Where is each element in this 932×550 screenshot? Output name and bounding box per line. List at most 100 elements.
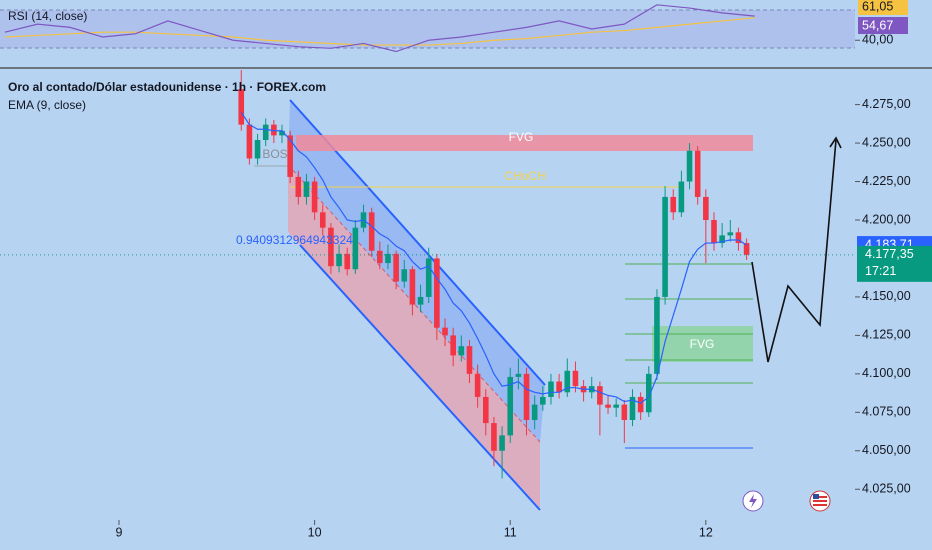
y-tick-label: 4.075,00	[862, 405, 911, 419]
channel-line	[299, 244, 541, 511]
fvg-label: FVG	[509, 130, 534, 144]
candle-body	[654, 296, 660, 374]
y-tick-label: 4.150,00	[862, 289, 911, 303]
candle-body	[572, 370, 579, 387]
candle-body	[743, 243, 750, 255]
rsi-band	[0, 10, 855, 48]
candle-body	[262, 124, 269, 140]
candle-body	[694, 150, 701, 197]
candle-body	[474, 373, 481, 397]
candle-body	[434, 258, 440, 328]
chart-title: Oro al contado/Dólar estadounidense · 1h…	[8, 80, 326, 94]
candle-body	[621, 404, 628, 420]
fvg-zone	[652, 326, 753, 362]
fvg-zone	[296, 135, 753, 151]
candle-body	[409, 269, 416, 305]
candle-body	[303, 181, 310, 197]
bos-label: BOS	[262, 147, 287, 161]
rsi-tick-label: 40,00	[862, 33, 893, 47]
candle-body	[279, 130, 285, 136]
candle-body	[319, 212, 326, 228]
levels	[625, 263, 753, 384]
candle-body	[344, 253, 351, 270]
candle-body	[662, 196, 668, 297]
fib-label: 0.9409312964943324	[236, 233, 353, 247]
candle-body	[629, 396, 636, 420]
rsi-label: 61,05	[862, 0, 893, 13]
candle-body	[670, 196, 677, 213]
last-price-label: 4.177,35	[865, 247, 914, 261]
y-tick-label: 4.275,00	[862, 97, 911, 111]
candle-body	[458, 346, 465, 356]
channel-zone	[288, 100, 545, 442]
y-tick-label: 4.225,00	[862, 174, 911, 188]
candle-body	[311, 181, 318, 213]
y-tick-label: 4.125,00	[862, 328, 911, 342]
short-zone	[288, 165, 540, 508]
projection	[751, 139, 837, 363]
candle-body	[548, 381, 554, 397]
x-tick-label: 11	[504, 525, 517, 539]
candle-body	[377, 250, 383, 264]
candle-body	[499, 435, 505, 451]
candle-body	[515, 373, 522, 377]
candle-body	[336, 253, 342, 267]
candle-body	[711, 220, 717, 244]
candle-body	[686, 150, 693, 182]
x-tick-label: 12	[699, 525, 713, 539]
candle-body	[368, 212, 375, 251]
candle-body	[393, 253, 399, 282]
countdown: 17:21	[865, 264, 896, 278]
candle-body	[442, 327, 448, 336]
x-tick-label: 10	[308, 525, 322, 539]
rsi-label: 54,67	[862, 18, 893, 32]
candle-body	[523, 373, 530, 420]
rsi-ma-line	[4, 17, 755, 46]
candle-body	[417, 296, 424, 305]
ema-line	[240, 111, 747, 404]
candle-body	[727, 232, 734, 236]
candle-body	[385, 253, 391, 264]
rsi-title: RSI (14, close)	[8, 9, 87, 23]
rsi-label-box	[858, 17, 908, 34]
candle-body	[564, 370, 571, 393]
y-tick-label: 4.250,00	[862, 135, 911, 149]
candle-body	[238, 89, 245, 125]
projection-arrow	[829, 136, 842, 149]
candle-body	[735, 232, 742, 244]
candle-body	[597, 386, 603, 405]
event-icon-bolt[interactable]	[749, 494, 757, 508]
y-tick-label: 4.025,00	[862, 482, 911, 496]
candle-body	[246, 124, 253, 159]
last-price-box	[857, 245, 932, 282]
candle-body	[678, 181, 685, 213]
y-tick-label: 4.100,00	[862, 366, 911, 380]
candle-body	[556, 381, 562, 393]
fvg-label: FVG	[690, 337, 715, 351]
candle-body	[271, 124, 277, 136]
rsi-label-box	[858, 0, 908, 15]
x-tick-label: 9	[116, 525, 123, 539]
y-tick-label: 4.050,00	[862, 443, 911, 457]
candle-body	[491, 423, 497, 451]
candle-body	[352, 227, 359, 270]
candle-body	[425, 258, 432, 297]
candle-body	[531, 404, 538, 420]
candle-body	[605, 404, 611, 408]
candle-body	[637, 396, 644, 413]
candle-body	[401, 269, 408, 282]
indicator-label: EMA (9, close)	[8, 98, 86, 112]
candle-body	[703, 196, 709, 220]
flag-stripes[interactable]	[813, 494, 827, 506]
candle-body	[613, 404, 619, 408]
candle-body	[287, 135, 293, 177]
candle-body	[719, 235, 725, 244]
rsi-line	[4, 4, 755, 53]
candle-body	[482, 396, 489, 424]
candle-body	[295, 176, 302, 197]
choch-label: CHoCH	[504, 169, 545, 183]
candle-body	[328, 227, 334, 267]
candle-body	[254, 140, 261, 159]
